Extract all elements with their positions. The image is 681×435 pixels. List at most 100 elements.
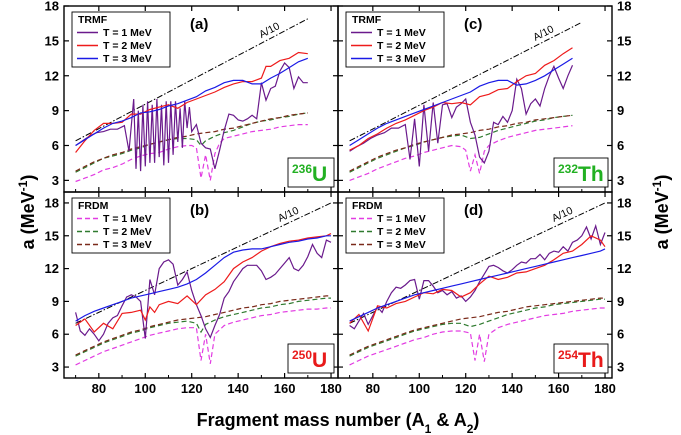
series-line-4	[349, 114, 573, 173]
x-tick-label: 140	[227, 381, 249, 396]
nucleus-mass: 236	[292, 162, 312, 176]
series-line-0	[75, 307, 331, 366]
y-tick-label-right: 18	[617, 0, 631, 14]
legend-box	[71, 11, 171, 68]
legend-entry: T = 2 MeV	[103, 226, 152, 238]
reference-line-a-over-10	[349, 21, 583, 142]
y-axis-title-main-right: a (MeV	[652, 191, 672, 249]
series-line-4	[75, 112, 308, 173]
legend-entry: T = 3 MeV	[377, 53, 426, 65]
nucleus-symbol: Th	[578, 349, 604, 372]
reference-line-label: A/10	[257, 20, 282, 41]
legend-entry: T = 3 MeV	[377, 239, 426, 251]
y-tick-label-right: 9	[617, 294, 624, 309]
y-tick-label: 9	[52, 103, 59, 118]
y-tick-label-right: 15	[617, 33, 631, 48]
panel-frame	[337, 191, 613, 379]
legend-entry: T = 2 MeV	[377, 226, 426, 238]
x-axis-title-end: )	[473, 410, 479, 430]
nucleus-box	[287, 157, 335, 188]
y-tick-label: 18	[45, 0, 59, 14]
series-line-3	[75, 123, 308, 183]
legend-entry: T = 1 MeV	[103, 27, 152, 39]
x-tick-label: 100	[134, 381, 156, 396]
legend-box	[345, 197, 445, 254]
nucleus-box	[287, 343, 335, 374]
nucleus-label: 254Th	[558, 348, 604, 372]
nucleus-label: 236U	[292, 162, 327, 186]
reference-line-label: A/10	[531, 23, 556, 44]
series-line-1	[75, 51, 308, 153]
legend-title: FRDM	[78, 200, 109, 212]
nucleus-label: 250U	[292, 348, 327, 372]
legend-entry: T = 2 MeV	[377, 40, 426, 52]
x-axis-title-main: Fragment mass number (A	[197, 410, 425, 430]
panel-label: (c)	[464, 16, 482, 33]
x-tick-label: 120	[455, 381, 477, 396]
series-line-2	[75, 295, 331, 356]
y-axis-title-sup-right: -1	[650, 180, 664, 191]
y-axis-title-right: a (MeV-1)	[650, 175, 672, 250]
y-tick-label-right: 6	[617, 138, 624, 153]
nucleus-mass: 232	[558, 162, 578, 176]
x-axis-title-sub2: 2	[467, 422, 474, 435]
series-line-0	[349, 307, 605, 366]
nucleus-label: 232Th	[558, 162, 604, 186]
y-tick-label: 9	[52, 294, 59, 309]
series-line-2	[349, 57, 573, 147]
series-line-1	[349, 298, 605, 357]
x-tick-label: 160	[274, 381, 296, 396]
y-tick-label-right: 12	[617, 261, 631, 276]
x-tick-label: 140	[501, 381, 523, 396]
y-tick-label: 12	[45, 68, 59, 83]
y-tick-label: 12	[45, 261, 59, 276]
x-axis-title-mid: & A	[431, 410, 466, 430]
nucleus-symbol: U	[312, 349, 327, 372]
y-axis-title-main: a (MeV	[18, 191, 38, 249]
x-tick-label: 160	[548, 381, 570, 396]
series-line-5	[349, 248, 606, 322]
legend-entry: T = 1 MeV	[377, 213, 426, 225]
x-tick-label: 80	[366, 381, 380, 396]
reference-line-a-over-10	[75, 18, 309, 142]
reference-line-label: A/10	[276, 205, 301, 225]
y-tick-label-right: 3	[617, 360, 624, 375]
legend-entry: T = 1 MeV	[377, 27, 426, 39]
series-line-4	[349, 235, 606, 333]
y-tick-label: 18	[45, 195, 59, 210]
y-axis-title-sup: -1	[16, 180, 30, 191]
y-tick-label: 15	[45, 33, 59, 48]
legend-entry: T = 3 MeV	[103, 239, 152, 251]
y-tick-label-right: 3	[617, 173, 624, 188]
series-line-1	[349, 47, 573, 151]
series-line-5	[349, 114, 573, 172]
panel-label: (a)	[190, 16, 208, 33]
y-tick-label: 15	[45, 228, 59, 243]
y-tick-label-right: 6	[617, 327, 624, 342]
series-line-0	[349, 64, 574, 167]
legend-title: FRDM	[352, 200, 383, 212]
nucleus-box	[553, 343, 609, 374]
legend-entry: T = 1 MeV	[103, 213, 152, 225]
series-line-5	[75, 112, 308, 172]
y-tick-label: 3	[52, 173, 59, 188]
y-tick-label: 6	[52, 327, 59, 342]
series-line-5	[75, 235, 331, 322]
series-line-3	[75, 239, 332, 342]
nucleus-symbol: U	[312, 163, 327, 186]
y-tick-label-right: 18	[617, 195, 631, 210]
series-line-2	[75, 57, 309, 147]
nucleus-box	[553, 157, 609, 188]
y-axis-title-end: )	[18, 175, 38, 181]
y-tick-label-right: 12	[617, 68, 631, 83]
series-line-1	[75, 297, 331, 357]
x-tick-label: 80	[92, 381, 106, 396]
legend-entry: T = 3 MeV	[103, 53, 152, 65]
panel-label: (b)	[190, 202, 209, 219]
series-line-4	[75, 233, 332, 333]
